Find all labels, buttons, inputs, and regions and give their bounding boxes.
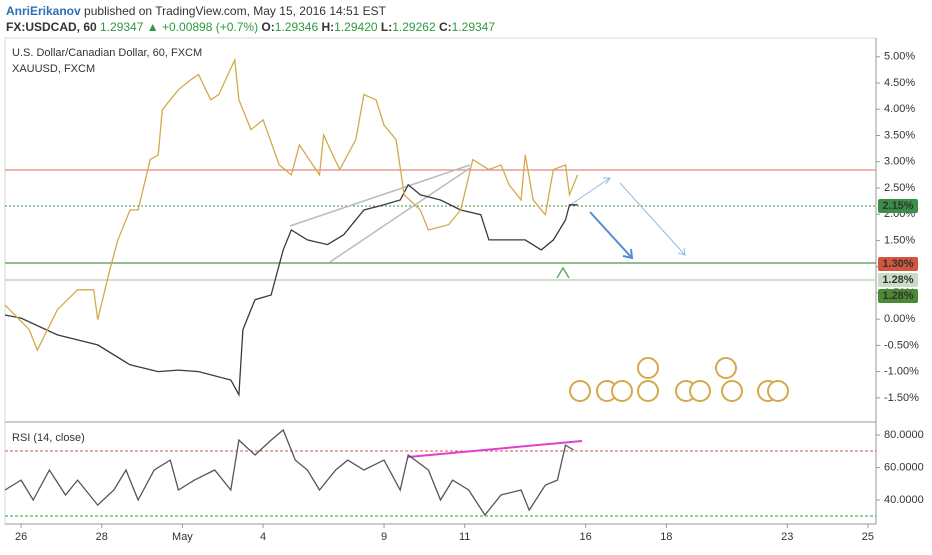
channel-line [289,164,471,227]
y-tick-label: -1.00% [884,366,919,378]
x-tick-label: 25 [862,531,874,543]
event-icon[interactable] [637,380,659,402]
y-tick-label: 3.00% [884,156,915,168]
change: +0.00898 (+0.7%) [162,20,258,34]
arrow-head [622,248,634,260]
y-tick-label: 0.00% [884,313,915,325]
y-tick-label: 3.50% [884,129,915,141]
change-arrow: ▲ [147,20,159,34]
arrow-head [677,247,686,256]
event-icon[interactable] [611,380,633,402]
symbol-line: FX:USDCAD, 60 1.29347 ▲ +0.00898 (+0.7%)… [6,20,495,34]
event-icon[interactable] [721,380,743,402]
low-label: L: [381,20,392,34]
y-tick-label: -1.50% [884,392,919,404]
x-tick-label: 18 [660,531,672,543]
author[interactable]: AnriErikanov [6,4,81,18]
projection-arrow [569,177,611,206]
signal-arrow [556,266,570,279]
x-tick-label: 28 [96,531,108,543]
y-tick-label: 2.50% [884,182,915,194]
x-tick-label: 11 [459,531,470,543]
price-label-text: 1.30% [882,258,913,270]
legend-entry: U.S. Dollar/Canadian Dollar, 60, FXCM [12,47,202,59]
y-tick-label: 60.0000 [884,461,924,473]
y-tick-label: 80.0000 [884,429,924,441]
event-icon[interactable] [569,380,591,402]
event-icon[interactable] [715,357,737,379]
event-icons [569,357,789,402]
event-icon[interactable] [637,357,659,379]
legend-entry: XAUUSD, FXCM [12,63,95,75]
series-line [4,57,579,352]
pane-title: RSI (14, close) [12,432,85,444]
event-icon[interactable] [767,380,789,402]
event-icon[interactable] [689,380,711,402]
y-tick-label: 1.50% [884,234,915,246]
close-label: C: [439,20,452,34]
rsi-trend-line [407,440,583,458]
projection-arrow [589,211,633,259]
price-label-text: 1.28% [882,274,913,286]
price-label: 2.15% [878,199,918,213]
series-line [4,428,574,517]
low: 1.29262 [392,20,436,34]
arrow-head [603,177,611,185]
channel-line [329,167,471,263]
x-tick-label: 9 [381,531,387,543]
price-label-box [878,257,918,271]
y-tick-label: 40.0000 [884,494,924,506]
last-price: 1.29347 [100,20,144,34]
price-label-text: 1.28% [882,290,913,302]
x-tick-label: 26 [15,531,27,543]
x-tick-label: May [172,531,193,543]
y-tick-label: -0.50% [884,339,919,351]
y-tick-label: 4.50% [884,77,915,89]
header-line: AnriErikanov published on TradingView.co… [6,4,387,18]
projection-arrow [619,182,686,256]
x-tick-label: 16 [580,531,592,543]
price-label-box [878,273,918,287]
price-label-box [878,289,918,303]
price-label: 1.28% [878,289,918,303]
open: 1.29346 [275,20,319,34]
price-label: 1.28% [878,273,918,287]
price-label-box [878,199,918,213]
close: 1.29347 [452,20,496,34]
price-label-text: 2.15% [882,200,913,212]
high: 1.29420 [334,20,378,34]
published: published on TradingView.com, May 15, 20… [84,4,387,18]
high-label: H: [322,20,335,34]
y-tick-label: 4.00% [884,103,915,115]
series-line [4,183,578,397]
symbol: FX:USDCAD, 60 [6,20,97,34]
x-tick-label: 4 [260,531,266,543]
open-label: O: [261,20,274,34]
y-tick-label: 5.00% [884,51,915,63]
price-label: 1.30% [878,257,918,271]
x-tick-label: 23 [781,531,793,543]
